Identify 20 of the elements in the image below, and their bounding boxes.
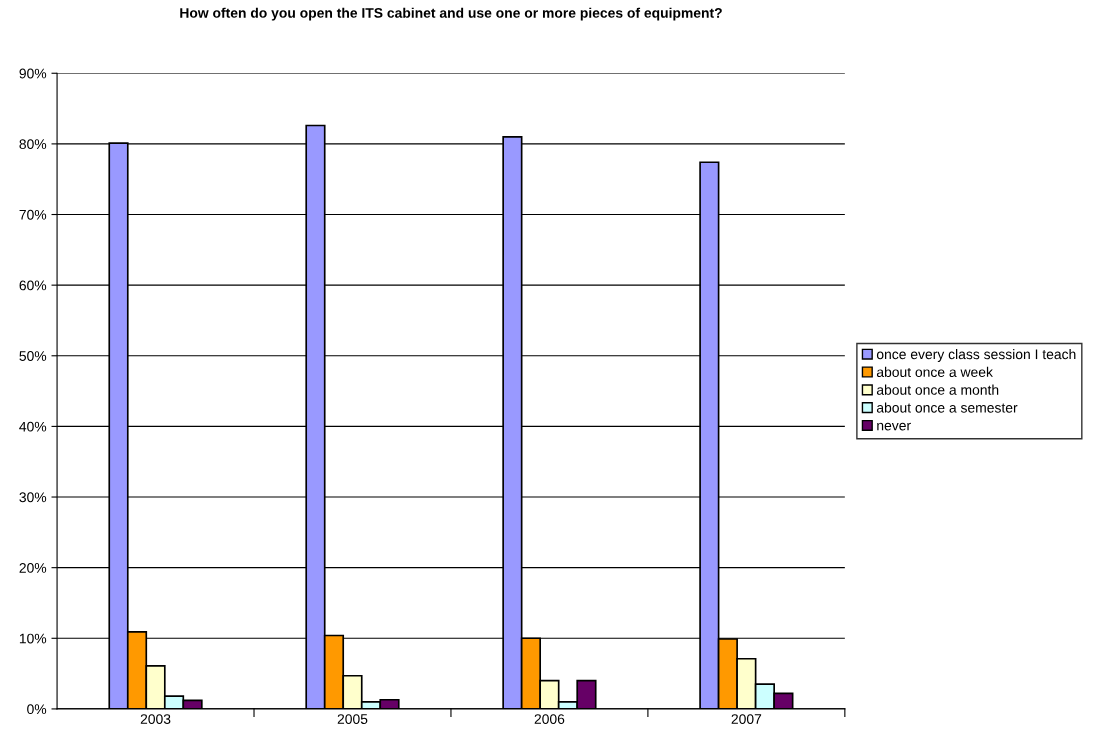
y-tick-label: 80% xyxy=(19,139,47,150)
chart-title: How often do you open the ITS cabinet and use one or more pieces of equipment? xyxy=(180,7,722,21)
legend-label: once every class session I teach xyxy=(876,349,1076,362)
legend-label: about once a month xyxy=(876,384,999,395)
legend-label: about once a week xyxy=(876,366,993,378)
y-tick-label: 90% xyxy=(19,68,47,79)
x-tick-label: 2003 xyxy=(140,714,171,724)
y-tick-label: 50% xyxy=(19,351,47,361)
x-tick-label: 2006 xyxy=(534,714,565,724)
x-tick-label: 2007 xyxy=(731,714,762,724)
y-tick-label: 70% xyxy=(19,209,47,220)
y-tick-label: 20% xyxy=(19,563,47,573)
y-tick-label: 30% xyxy=(19,492,47,503)
y-tick-label: 10% xyxy=(19,633,47,644)
legend-label: about once a semester xyxy=(876,402,1018,413)
y-tick-label: 40% xyxy=(19,421,47,432)
y-tick-label: 0% xyxy=(27,704,47,715)
x-tick-label: 2005 xyxy=(337,714,368,724)
legend-label: never xyxy=(877,422,911,431)
y-tick-label: 60% xyxy=(19,280,47,291)
